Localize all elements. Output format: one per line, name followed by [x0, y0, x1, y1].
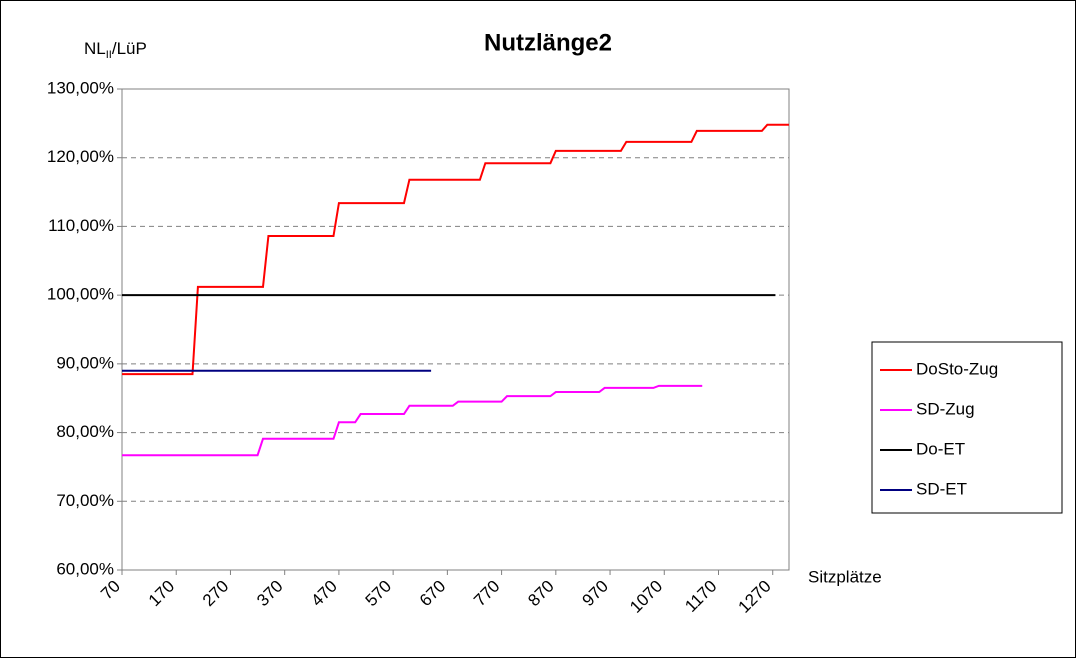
legend-label: Do-ET	[916, 439, 965, 458]
y-label-rest: /LüP	[112, 39, 147, 58]
series-line	[122, 384, 703, 457]
y-tick-label: 90,00%	[56, 353, 114, 372]
chart-title: Nutzlänge2	[484, 29, 612, 56]
legend-label: SD-Zug	[916, 399, 975, 418]
legend-label: SD-ET	[916, 479, 967, 498]
y-tick-label: 110,00%	[48, 216, 114, 235]
y-axis-label: NLII/LüP	[84, 39, 147, 60]
y-label-sub: II	[106, 49, 112, 61]
y-tick-label: 100,00%	[47, 285, 114, 304]
series-line	[122, 123, 789, 376]
y-tick-label: 60,00%	[56, 559, 114, 578]
y-tick-label: 130,00%	[47, 78, 114, 97]
y-tick-label: 120,00%	[47, 147, 114, 166]
plot-area	[121, 88, 790, 571]
legend-label: DoSto-Zug	[916, 359, 998, 378]
y-tick-label: 70,00%	[56, 491, 114, 510]
y-tick-label: 80,00%	[56, 422, 114, 441]
y-label-main: NL	[84, 39, 106, 58]
x-axis-label: Sitzplätze	[808, 567, 882, 586]
